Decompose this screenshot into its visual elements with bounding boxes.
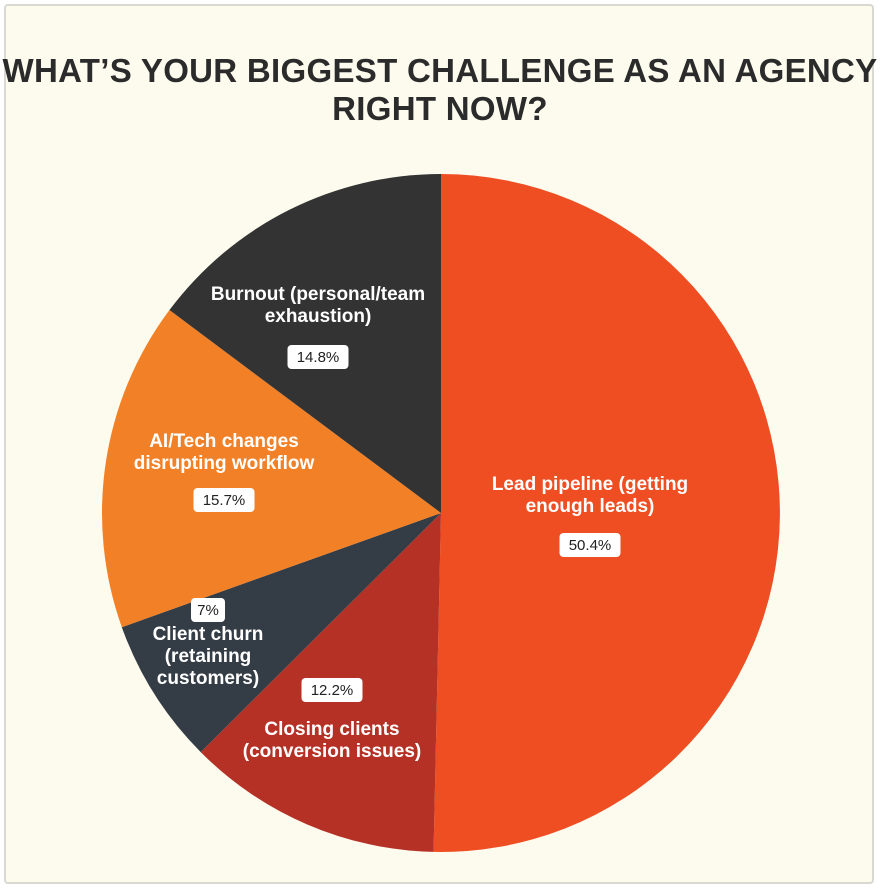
- slice-label-group-ai-tech-changes: AI/Tech changes disrupting workflow 15.7%: [134, 431, 315, 512]
- pie-slice-client-churn: [121, 513, 441, 753]
- chart-title-line-1: WHAT’S YOUR BIGGEST CHALLENGE AS AN AGEN…: [2, 52, 878, 89]
- value-label: 7%: [197, 602, 219, 619]
- value-label: 14.8%: [297, 349, 340, 366]
- value-label: 15.7%: [203, 492, 246, 509]
- value-label: 12.2%: [311, 682, 354, 699]
- value-badge: [193, 488, 255, 512]
- slice-label-group-lead-pipeline-getting: Lead pipeline (getting enough leads) 50.4%: [492, 474, 688, 557]
- slice-label-group-client-churn: Client churn (retaining customers) 7%: [153, 598, 264, 689]
- pie-slice-burnout-personal-team: [169, 174, 441, 513]
- slice-label: Burnout (personal/team exhaustion): [211, 284, 425, 327]
- slice-label-group-closing-clients: Closing clients (conversion issues) 12.2%: [243, 678, 421, 762]
- chart-title-line-2: RIGHT NOW?: [332, 90, 548, 127]
- value-badge: [287, 345, 349, 369]
- slice-label: Lead pipeline (getting enough leads): [492, 474, 688, 517]
- slice-label-group-burnout-personal-team: Burnout (personal/team exhaustion) 14.8%: [211, 284, 425, 369]
- pie-slice-ai-tech-changes: [102, 310, 442, 628]
- pie-slice-lead-pipeline-getting: [433, 174, 780, 852]
- value-badge: [301, 678, 363, 702]
- slice-label: Client churn (retaining customers): [153, 624, 264, 689]
- value-badge: [559, 533, 621, 557]
- slice-label: AI/Tech changes disrupting workflow: [134, 431, 315, 474]
- slice-label: Closing clients (conversion issues): [243, 719, 421, 762]
- value-badge: [191, 598, 225, 622]
- value-label: 50.4%: [569, 537, 612, 554]
- chart-title: WHAT’S YOUR BIGGEST CHALLENGE AS AN AGEN…: [0, 52, 880, 128]
